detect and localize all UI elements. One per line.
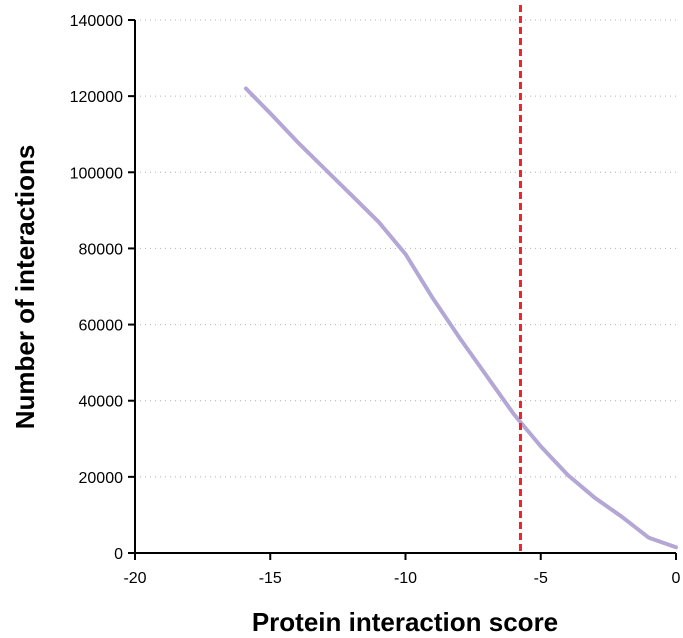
x-tick-label: -5: [534, 570, 548, 587]
y-tick-label: 20000: [79, 470, 124, 487]
axes: [134, 20, 676, 554]
y-tick-label: 140000: [70, 13, 123, 30]
y-axis-title: Number of interactions: [10, 145, 40, 430]
x-tick-label: -10: [394, 570, 417, 587]
y-tick-label: 80000: [79, 241, 124, 258]
x-axis-title: Protein interaction score: [252, 607, 558, 637]
ticks: 0 20000 40000 60000 80000 100000 120000 140000 -…: [70, 13, 681, 587]
gridlines: [135, 19, 676, 478]
y-tick-label: 40000: [79, 394, 124, 411]
y-tick-label: 0: [114, 546, 123, 563]
x-tick-label: -20: [123, 570, 146, 587]
y-tick-label: 100000: [70, 165, 123, 182]
series: [243, 86, 678, 550]
x-tick-label: -15: [259, 570, 282, 587]
x-tick-label: 0: [672, 570, 681, 587]
y-tick-label: 60000: [79, 318, 124, 335]
y-tick-label: 120000: [70, 89, 123, 106]
series-line: [243, 86, 678, 550]
